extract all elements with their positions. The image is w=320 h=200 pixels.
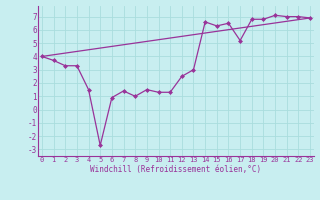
X-axis label: Windchill (Refroidissement éolien,°C): Windchill (Refroidissement éolien,°C) — [91, 165, 261, 174]
